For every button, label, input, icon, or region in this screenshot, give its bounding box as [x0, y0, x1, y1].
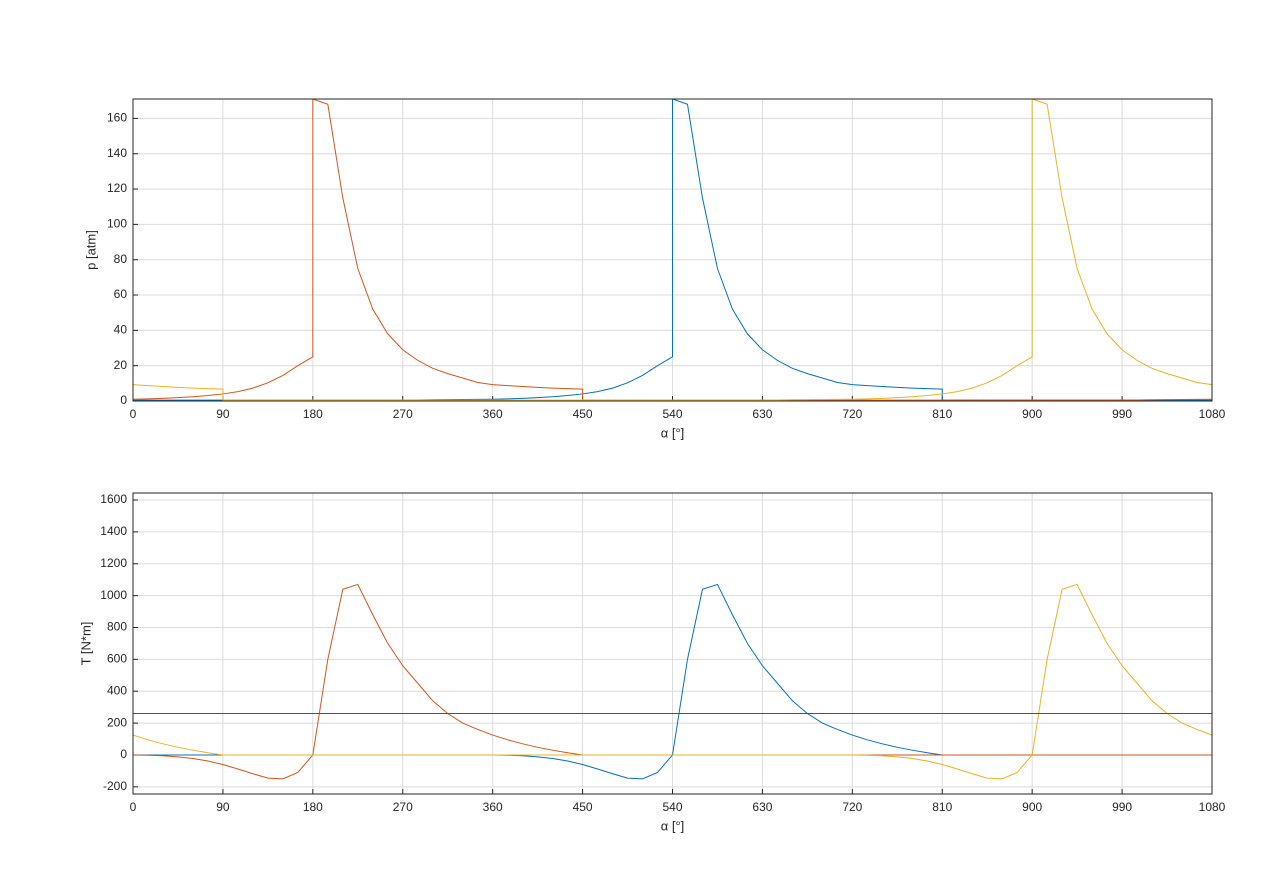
x-tick-label: 270: [393, 800, 413, 814]
x-tick-label: 540: [662, 800, 682, 814]
y-tick-label: 20: [114, 358, 128, 372]
y-tick-label: 800: [107, 620, 127, 634]
x-tick-label: 900: [1022, 407, 1042, 421]
y-tick-label: -200: [103, 779, 127, 793]
x-tick-label: 990: [1112, 800, 1132, 814]
x-tick-label: 990: [1112, 407, 1132, 421]
y-tick-label: 60: [114, 287, 128, 301]
x-tick-label: 630: [752, 407, 772, 421]
y-axis-label: p [atm]: [83, 230, 98, 270]
x-tick-label: 1080: [1199, 407, 1226, 421]
y-tick-label: 200: [107, 715, 127, 729]
y-tick-label: 120: [107, 181, 127, 195]
x-tick-label: 450: [573, 407, 593, 421]
x-tick-label: 90: [216, 407, 230, 421]
x-tick-label: 810: [932, 800, 952, 814]
x-tick-label: 270: [393, 407, 413, 421]
x-tick-label: 90: [216, 800, 230, 814]
x-axis-label: α [°]: [661, 818, 685, 833]
y-tick-label: 100: [107, 217, 127, 231]
y-tick-label: 400: [107, 683, 127, 697]
x-tick-label: 360: [483, 800, 503, 814]
x-tick-label: 0: [130, 407, 137, 421]
data-line: [133, 583, 1212, 780]
y-tick-label: 1400: [100, 524, 127, 538]
y-tick-label: 40: [114, 323, 128, 337]
x-tick-label: 720: [842, 407, 862, 421]
y-tick-label: 0: [120, 747, 127, 761]
y-tick-label: 1600: [100, 492, 127, 506]
y-axis-label: T [N*m]: [78, 622, 93, 666]
data-line: [133, 99, 1212, 401]
x-tick-label: 0: [130, 800, 137, 814]
x-tick-label: 180: [303, 407, 323, 421]
y-tick-label: 160: [107, 111, 127, 125]
y-tick-label: 0: [120, 393, 127, 407]
axes-box: [132, 98, 1213, 402]
x-tick-label: 720: [842, 800, 862, 814]
y-tick-label: 1200: [100, 556, 127, 570]
series-group: [133, 99, 1212, 401]
x-tick-label: 1080: [1199, 800, 1226, 814]
x-tick-label: 180: [303, 800, 323, 814]
series-group: [133, 583, 1212, 780]
x-tick-label: 900: [1022, 800, 1042, 814]
y-tick-label: 140: [107, 146, 127, 160]
x-tick-label: 810: [932, 407, 952, 421]
axes-box: [132, 492, 1213, 795]
x-tick-label: 540: [662, 407, 682, 421]
x-axis-label: α [°]: [661, 425, 685, 440]
x-tick-label: 630: [752, 800, 772, 814]
y-tick-label: 600: [107, 652, 127, 666]
y-tick-label: 80: [114, 252, 128, 266]
y-tick-label: 1000: [100, 588, 127, 602]
x-tick-label: 360: [483, 407, 503, 421]
x-tick-label: 450: [573, 800, 593, 814]
